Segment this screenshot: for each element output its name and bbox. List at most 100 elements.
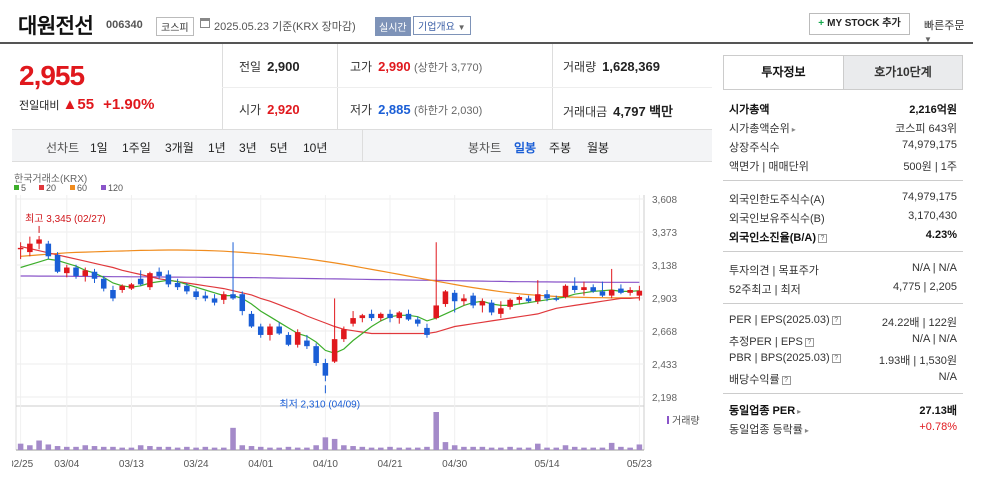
help-icon[interactable]: ?: [831, 315, 841, 325]
company-info-dropdown[interactable]: 기업개요 ▼: [413, 16, 471, 35]
candle-body: [322, 363, 329, 376]
candle-body: [627, 289, 633, 293]
candle-body: [414, 319, 421, 324]
help-icon[interactable]: ?: [818, 233, 827, 243]
candle-body: [433, 305, 439, 319]
volume-bar: [137, 445, 144, 450]
candle-body: [341, 329, 347, 340]
candle-body: [100, 278, 107, 289]
volume-bar: [571, 446, 578, 450]
tab-invest-info[interactable]: 투자정보: [724, 56, 843, 89]
candle-body: [553, 298, 560, 300]
candle-body: [350, 318, 356, 324]
volume-bar: [110, 446, 116, 450]
candle-body: [387, 313, 393, 319]
y-tick-label: 2,903: [652, 294, 677, 305]
volume-bar: [470, 446, 476, 450]
volume-bar: [156, 446, 162, 450]
volume-bar: [147, 446, 153, 450]
period-1y[interactable]: 1년: [208, 141, 226, 155]
candle-weekly[interactable]: 주봉: [549, 141, 572, 155]
volume-legend-swatch: [667, 416, 669, 424]
period-10y[interactable]: 10년: [303, 141, 328, 155]
candle-body: [165, 274, 172, 285]
candle-daily[interactable]: 일봉: [514, 141, 537, 155]
candle-chart-label: 봉차트: [468, 141, 502, 155]
candle-body: [313, 346, 319, 364]
row-sector-change[interactable]: 동일업종 등락률 ▸ +0.78%: [729, 421, 957, 436]
candle-body: [285, 334, 292, 345]
y-tick-label: 3,608: [652, 195, 677, 206]
candle-body: [45, 243, 52, 257]
volume-bar: [285, 446, 292, 450]
row-sector-per[interactable]: 동일업종 PER ▸ 27.13배: [729, 405, 957, 417]
volume-bar: [119, 447, 125, 450]
candle-body: [17, 247, 24, 250]
candle-body: [359, 315, 366, 319]
period-1d[interactable]: 1일: [90, 141, 108, 155]
candle-body: [174, 282, 181, 288]
volume-bar: [562, 445, 569, 450]
candle-body: [405, 313, 412, 320]
open-price: 시가 2,920: [239, 102, 300, 117]
period-3m[interactable]: 3개월: [165, 141, 194, 155]
legend-swatch: [14, 185, 19, 190]
legend-swatch: [70, 185, 75, 190]
row-52w: 52주최고 | 최저 4,775 | 2,205: [729, 281, 957, 296]
volume-bar: [193, 447, 199, 450]
chevron-right-icon: ▸: [797, 407, 802, 416]
legend-entry-ma60: 60: [77, 183, 87, 193]
chevron-down-icon: ▼: [457, 23, 466, 32]
candle-body: [211, 298, 218, 303]
volume-bar: [45, 444, 52, 450]
volume-bar: [276, 447, 282, 450]
period-1w[interactable]: 1주일: [122, 141, 151, 155]
volume-bar: [341, 445, 347, 450]
candle-body: [544, 294, 550, 299]
candle-body: [221, 294, 227, 300]
calendar-icon: [200, 18, 210, 28]
volume-bar: [27, 445, 33, 450]
volume-bar: [636, 444, 643, 450]
volume-bar: [479, 446, 486, 450]
candle-body: [488, 302, 495, 313]
volume-bar: [239, 445, 246, 450]
stock-chart[interactable]: 3,608 3,373 3,138 2,903 2,668 2,433 2,198 02/25…: [8, 162, 712, 484]
volume-bar: [424, 446, 430, 450]
realtime-button[interactable]: 실시간: [375, 17, 411, 36]
volume-bar: [322, 437, 329, 450]
row-pbr: PBR | BPS(2025.03)? 1.93배 | 1,530원: [729, 352, 957, 367]
volume-bar: [433, 412, 439, 450]
current-price: 2,955: [19, 60, 85, 91]
row-market-cap: 시가총액 2,216억원: [729, 104, 957, 116]
tab-orderbook[interactable]: 호가10단계: [843, 56, 962, 89]
x-tick-label: 03/04: [54, 459, 79, 470]
candle-body: [276, 326, 282, 334]
quick-order-button[interactable]: 빠른주문 ▼: [924, 20, 965, 44]
candlestick-chart: 3,608 3,373 3,138 2,903 2,668 2,433 2,198 02/25…: [8, 173, 700, 470]
candle-body: [184, 285, 190, 292]
candle-body: [156, 271, 162, 276]
period-5y[interactable]: 5년: [270, 141, 288, 155]
row-cap-rank[interactable]: 시가총액순위 ▸ 코스피 643위: [729, 123, 957, 135]
add-mystock-button[interactable]: + MY STOCK 추가: [809, 13, 910, 35]
volume-bar: [174, 447, 181, 450]
candle-body: [442, 291, 449, 305]
y-tick-label: 2,198: [652, 393, 677, 404]
candle-monthly[interactable]: 월봉: [587, 141, 610, 155]
candle-body: [562, 285, 569, 298]
volume-bar: [414, 447, 421, 450]
legend-swatch: [39, 185, 44, 190]
period-3y[interactable]: 3년: [239, 141, 257, 155]
help-icon[interactable]: ?: [831, 353, 841, 363]
help-icon[interactable]: ?: [804, 337, 814, 347]
volume-bar: [599, 447, 606, 450]
candle-body: [294, 332, 301, 345]
candle-body: [378, 313, 384, 319]
volume-bar: [202, 446, 209, 450]
volume-bar: [516, 447, 523, 450]
candle-body: [461, 298, 467, 302]
help-icon[interactable]: ?: [781, 375, 791, 385]
candle-body: [368, 313, 375, 319]
volume-bar: [230, 427, 236, 450]
